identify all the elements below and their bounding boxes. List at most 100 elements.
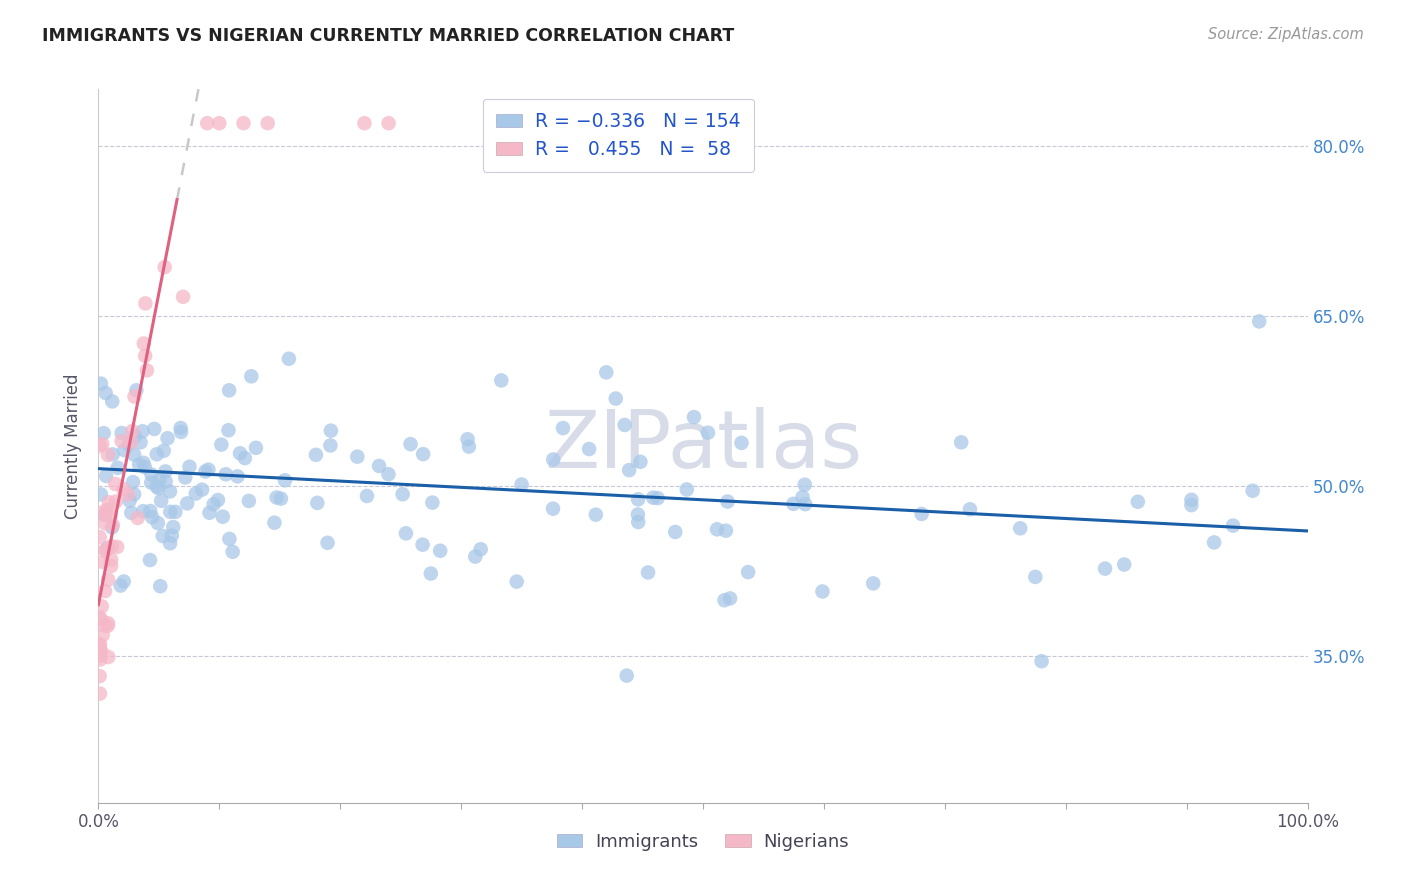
Point xyxy=(356,489,378,503)
Point xyxy=(111,434,134,448)
Point xyxy=(97,495,120,509)
Point xyxy=(368,458,391,473)
Point xyxy=(202,497,225,511)
Point xyxy=(233,451,256,466)
Point xyxy=(89,637,111,651)
Point xyxy=(595,365,617,379)
Point xyxy=(793,477,815,491)
Point xyxy=(910,507,932,521)
Point xyxy=(238,494,260,508)
Point xyxy=(422,495,444,509)
Point xyxy=(169,421,191,435)
Point xyxy=(399,437,422,451)
Point xyxy=(94,508,117,522)
Point xyxy=(153,260,176,274)
Point xyxy=(159,536,181,550)
Point xyxy=(245,441,267,455)
Point xyxy=(93,504,115,518)
Point xyxy=(683,410,706,425)
Point xyxy=(89,652,111,666)
Point xyxy=(141,510,163,524)
Point xyxy=(305,448,328,462)
Point xyxy=(118,437,141,451)
Point xyxy=(101,394,124,409)
Point xyxy=(716,494,738,508)
Point xyxy=(1024,570,1046,584)
Point xyxy=(134,296,156,310)
Point xyxy=(156,431,179,445)
Point xyxy=(89,687,111,701)
Point xyxy=(90,612,112,626)
Point xyxy=(218,384,240,398)
Point xyxy=(132,504,155,518)
Point xyxy=(211,509,233,524)
Point xyxy=(643,491,665,505)
Point xyxy=(97,541,120,555)
Point xyxy=(96,502,118,516)
Point xyxy=(93,618,115,632)
Point xyxy=(959,502,981,516)
Point xyxy=(551,421,574,435)
Point xyxy=(174,470,197,484)
Point xyxy=(90,599,112,614)
Legend: Immigrants, Nigerians: Immigrants, Nigerians xyxy=(550,826,856,858)
Point xyxy=(152,529,174,543)
Point xyxy=(155,465,177,479)
Point xyxy=(391,487,413,501)
Point xyxy=(627,515,650,529)
Point xyxy=(132,336,155,351)
Point xyxy=(112,482,135,496)
Point xyxy=(266,491,288,505)
Point xyxy=(135,363,157,377)
Point xyxy=(811,584,834,599)
Point xyxy=(122,475,145,489)
Point xyxy=(194,465,217,479)
Point xyxy=(124,390,146,404)
Point xyxy=(1094,561,1116,575)
Point xyxy=(101,539,124,553)
Point xyxy=(155,475,177,489)
Point xyxy=(145,479,167,493)
Point xyxy=(1222,518,1244,533)
Point xyxy=(718,591,741,606)
Point xyxy=(134,349,156,363)
Point xyxy=(1180,498,1202,512)
Point xyxy=(675,483,697,497)
Point xyxy=(129,435,152,450)
Point xyxy=(124,429,146,443)
Point xyxy=(184,486,207,500)
Point xyxy=(90,487,112,501)
Point xyxy=(274,473,297,487)
Point xyxy=(713,593,735,607)
Point xyxy=(628,455,651,469)
Point xyxy=(125,384,148,398)
Point xyxy=(91,628,114,642)
Point xyxy=(613,417,636,432)
Point xyxy=(170,425,193,439)
Point xyxy=(457,432,479,446)
Point xyxy=(149,579,172,593)
Point xyxy=(97,573,120,587)
Point xyxy=(256,116,278,130)
Point xyxy=(585,508,607,522)
Point xyxy=(89,610,111,624)
Point xyxy=(101,447,124,461)
Point xyxy=(101,518,124,533)
Point xyxy=(89,648,111,663)
Point xyxy=(122,448,145,462)
Point xyxy=(97,448,120,462)
Point xyxy=(89,646,111,660)
Point xyxy=(543,452,565,467)
Point xyxy=(120,435,142,450)
Point xyxy=(112,574,135,589)
Point xyxy=(737,565,759,579)
Point xyxy=(377,467,399,482)
Point xyxy=(794,497,817,511)
Point xyxy=(89,669,111,683)
Point xyxy=(134,460,156,475)
Point xyxy=(148,481,170,495)
Point xyxy=(132,456,155,470)
Point xyxy=(195,116,218,130)
Point xyxy=(89,439,111,453)
Point xyxy=(307,496,329,510)
